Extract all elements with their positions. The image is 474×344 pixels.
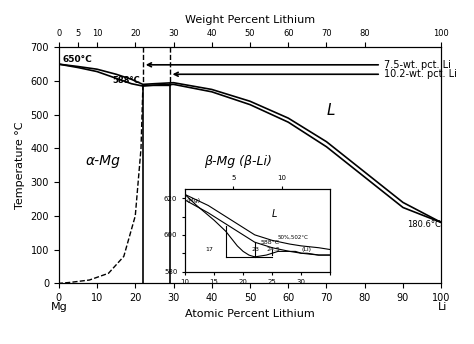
Text: 650°C: 650°C bbox=[63, 55, 92, 64]
Y-axis label: Temperature °C: Temperature °C bbox=[15, 121, 25, 209]
Text: 7.5-wt. pct. Li: 7.5-wt. pct. Li bbox=[147, 60, 451, 70]
Text: Li: Li bbox=[438, 302, 447, 312]
X-axis label: Weight Percent Lithium: Weight Percent Lithium bbox=[185, 15, 315, 25]
Text: Mg: Mg bbox=[51, 302, 68, 312]
Text: β-Mg (β-Li): β-Mg (β-Li) bbox=[204, 155, 272, 168]
X-axis label: Atomic Percent Lithium: Atomic Percent Lithium bbox=[185, 309, 315, 319]
Text: α-Mg: α-Mg bbox=[85, 154, 120, 168]
Text: 180.6°C: 180.6°C bbox=[407, 220, 441, 229]
Text: 10.2-wt. pct. Li: 10.2-wt. pct. Li bbox=[174, 69, 457, 79]
Text: L: L bbox=[327, 103, 335, 118]
Text: 588°C: 588°C bbox=[112, 76, 140, 85]
